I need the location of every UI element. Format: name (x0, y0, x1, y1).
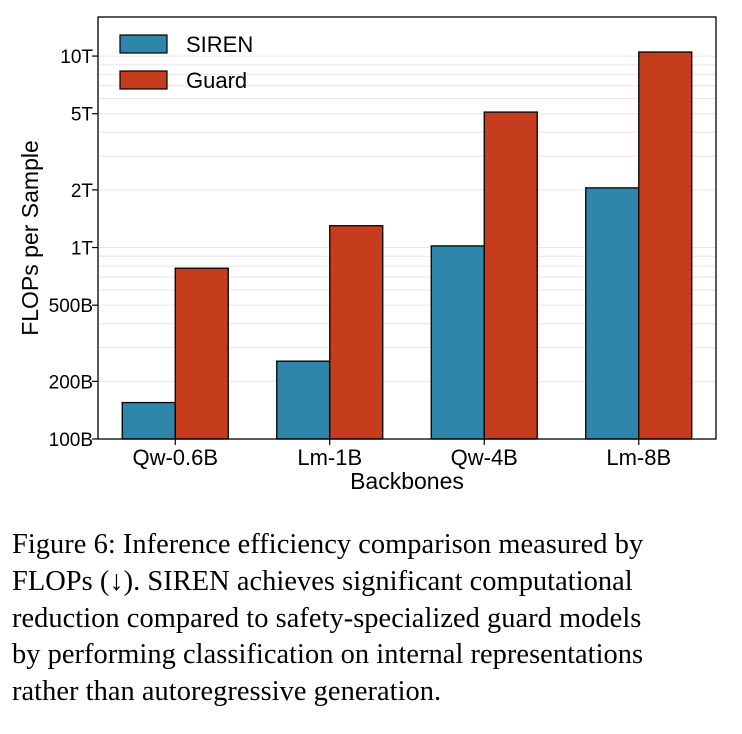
legend-swatch-siren (119, 34, 168, 54)
x-tick-label: Lm-1B (297, 445, 362, 470)
y-tick-label: 2T (71, 181, 94, 202)
x-tick-label: Qw-4B (451, 445, 518, 470)
caption-line: Figure 6: Inference efficiency compariso… (12, 529, 644, 560)
bar-chart: 100B 200B 500B 1T 2T 5T 10T Qw-0.6B Lm-1B Qw-4B L… (17, 16, 717, 494)
bar-siren-qw-0.6b (121, 401, 176, 440)
x-axis-ticks: Qw-0.6B Lm-1B Qw-4B Lm-8B (132, 439, 671, 470)
caption-line: rather than autoregressive generation. (12, 676, 442, 708)
y-axis-ticks: 100B 200B 500B 1T 2T 5T 10T (49, 47, 98, 451)
caption-line: by performing classification on internal… (12, 639, 644, 671)
bar-siren-lm-8b (585, 187, 640, 440)
bar-guard-qw-0.6b (174, 267, 229, 440)
y-tick-label: 500B (49, 296, 93, 317)
x-tick-label: Lm-8B (606, 445, 671, 470)
bars (121, 51, 693, 440)
legend-swatch-guard (119, 70, 168, 90)
y-axis-label: FLOPs per Sample (17, 140, 43, 336)
y-tick-label: 100B (49, 430, 93, 451)
legend-label-siren: SIREN (186, 32, 253, 57)
y-tick-label: 5T (71, 105, 94, 126)
y-tick-label: 200B (49, 372, 93, 393)
bar-guard-qw-4b (483, 111, 538, 440)
caption-line: FLOPs (↓). SIREN achieves significant co… (12, 565, 633, 597)
x-tick-label: Qw-0.6B (132, 445, 218, 470)
x-axis-label: Backbones (350, 468, 464, 494)
bar-siren-qw-4b (430, 245, 485, 440)
bar-guard-lm-8b (638, 51, 693, 440)
legend: SIREN Guard (119, 32, 253, 93)
bar-siren-lm-1b (276, 360, 331, 440)
caption-line: reduction compared to safety-specialized… (12, 602, 642, 634)
plot-frame (97, 16, 717, 440)
y-tick-label: 10T (60, 47, 93, 68)
legend-label-guard: Guard (186, 68, 247, 93)
bar-guard-lm-1b (329, 225, 384, 440)
y-tick-label: 1T (71, 239, 94, 260)
figure-caption: Figure 6: Inference efficiency compariso… (12, 527, 734, 711)
